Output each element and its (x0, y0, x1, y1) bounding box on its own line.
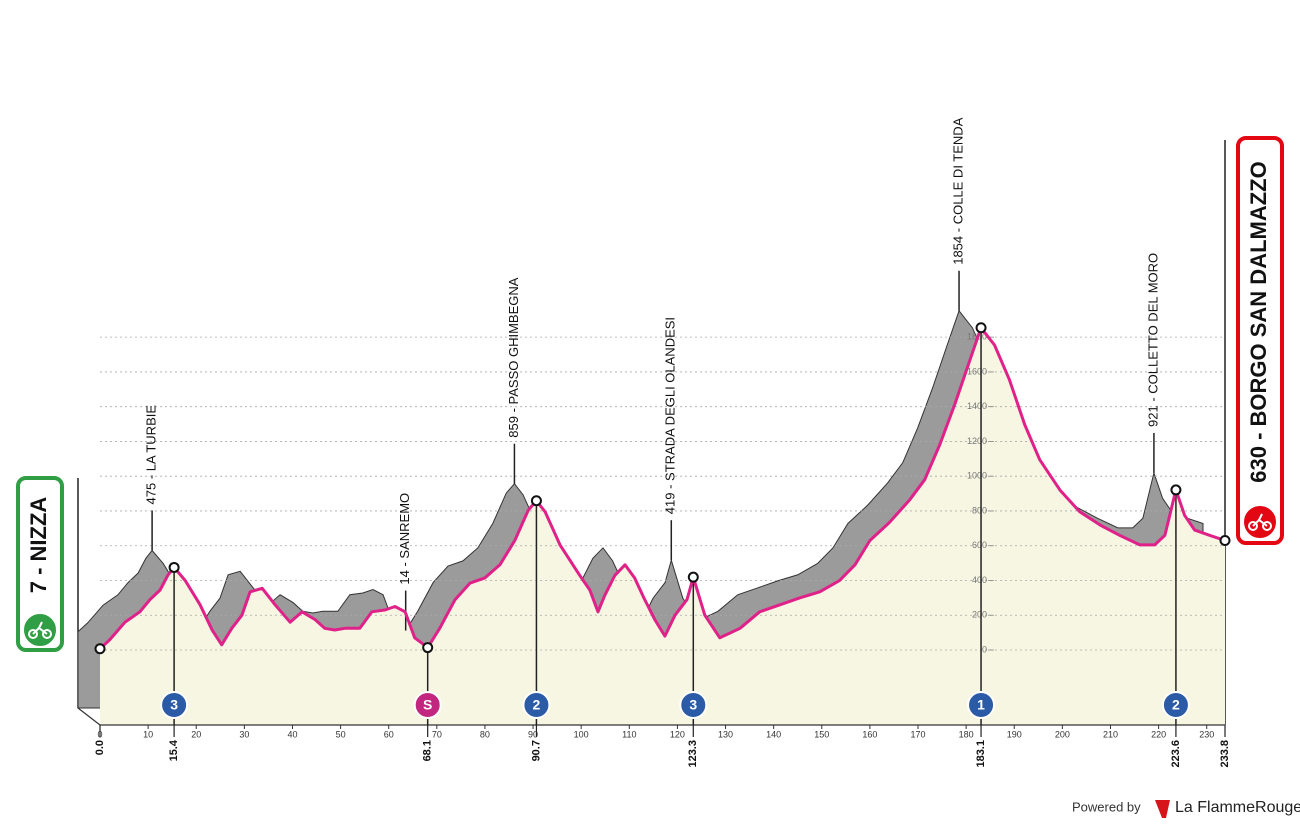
x-tick-label: 230 (1199, 729, 1214, 739)
km-mark-label: 0.0 (94, 740, 106, 755)
climb-label: 419 - STRADA DEGLI OLANDESI (663, 317, 678, 514)
climb-badge (1161, 691, 1190, 719)
climb-category: 2 (1172, 697, 1180, 713)
profile-point (422, 642, 434, 654)
y-tick-label: 600 (972, 540, 987, 550)
x-tick-label: 60 (384, 729, 394, 739)
km-mark-label: 68.1 (422, 740, 434, 761)
finish-label: 630 - BORGO SAN DALMAZZO (1246, 161, 1271, 482)
profile-point (168, 561, 180, 573)
climb-category: 3 (170, 697, 178, 713)
climb-label: 14 - SANREMO (397, 493, 412, 585)
x-tick-label: 200 (1055, 729, 1070, 739)
profile-point (975, 322, 987, 334)
x-tick-label: 190 (1007, 729, 1022, 739)
finish-box (1236, 136, 1284, 545)
base-edge (77, 707, 101, 726)
background-layer (77, 140, 1226, 725)
x-tick-label: 120 (670, 729, 685, 739)
climb-badge (522, 691, 551, 719)
x-tick-label: 150 (814, 729, 829, 739)
y-tick-label: 1600 (967, 366, 987, 376)
profile-point (1170, 484, 1182, 496)
climb-label: 475 - LA TURBIE (144, 405, 159, 505)
profile-point (1219, 535, 1231, 547)
x-tick-label: 140 (766, 729, 781, 739)
profile-line (98, 326, 1226, 650)
x-tick-label: 110 (622, 729, 636, 739)
x-tick-label: 70 (432, 729, 442, 739)
x-tick-label: 130 (718, 729, 733, 739)
climb-label: 859 - PASSO GHIMBEGNA (506, 277, 521, 437)
km-mark-label: 223.6 (1170, 740, 1182, 768)
x-tick-label: 210 (1103, 729, 1118, 739)
x-tick-label: 10 (143, 729, 153, 739)
x-tick-label: 40 (287, 729, 297, 739)
climb-badge (160, 691, 189, 719)
km-mark-label: 90.7 (530, 740, 542, 761)
climb-badge (413, 691, 442, 719)
y-tick-label: 1200 (967, 436, 987, 446)
footer-logo (1155, 800, 1170, 818)
climb-category: 1 (977, 697, 985, 713)
x-tick-label: 90 (528, 729, 538, 739)
km-mark-label: 233.8 (1219, 740, 1231, 768)
finish-icon (1242, 504, 1278, 540)
km-mark-label: 123.3 (687, 740, 699, 768)
y-tick-label: 800 (972, 505, 987, 515)
x-tick-label: 50 (336, 729, 346, 739)
start-box (16, 476, 64, 652)
start-label: 7 - NIZZA (26, 497, 51, 594)
x-tick-label: 220 (1151, 729, 1166, 739)
profile-point (94, 643, 106, 655)
footer-powered: Powered by (1072, 799, 1141, 814)
profile-area (100, 327, 1225, 725)
x-tick-label: 170 (910, 729, 925, 739)
finish-bike (1248, 513, 1272, 531)
climb-badge (679, 691, 708, 719)
profile-point (530, 495, 542, 507)
climb-category: 3 (689, 697, 697, 713)
x-tick-label: 100 (574, 729, 589, 739)
start-icon (22, 612, 58, 648)
km-mark-label: 15.4 (168, 739, 180, 761)
km-mark-label: 183.1 (975, 740, 987, 768)
x-tick-label: 180 (959, 729, 974, 739)
climb-category: 2 (533, 697, 541, 713)
climb-label: 921 - COLLETTO DEL MORO (1145, 253, 1160, 427)
footer-brand: La FlammeRouge (1175, 799, 1300, 816)
x-tick-label: 30 (239, 729, 249, 739)
y-tick-label: 0 (982, 644, 987, 654)
x-tick-label: 160 (862, 729, 877, 739)
y-tick-label: 1000 (967, 471, 987, 481)
x-tick-label: 80 (480, 729, 490, 739)
climb-badge (967, 691, 996, 719)
y-tick-label: 400 (972, 575, 987, 585)
y-tick-label: 1400 (967, 401, 987, 411)
y-tick-label: 200 (972, 610, 987, 620)
climb-label: 1854 - COLLE DI TENDA (950, 117, 965, 264)
climb-category: S (423, 697, 432, 713)
profile-point (687, 571, 699, 583)
start-bike (28, 621, 52, 639)
x-tick-label: 20 (191, 729, 201, 739)
